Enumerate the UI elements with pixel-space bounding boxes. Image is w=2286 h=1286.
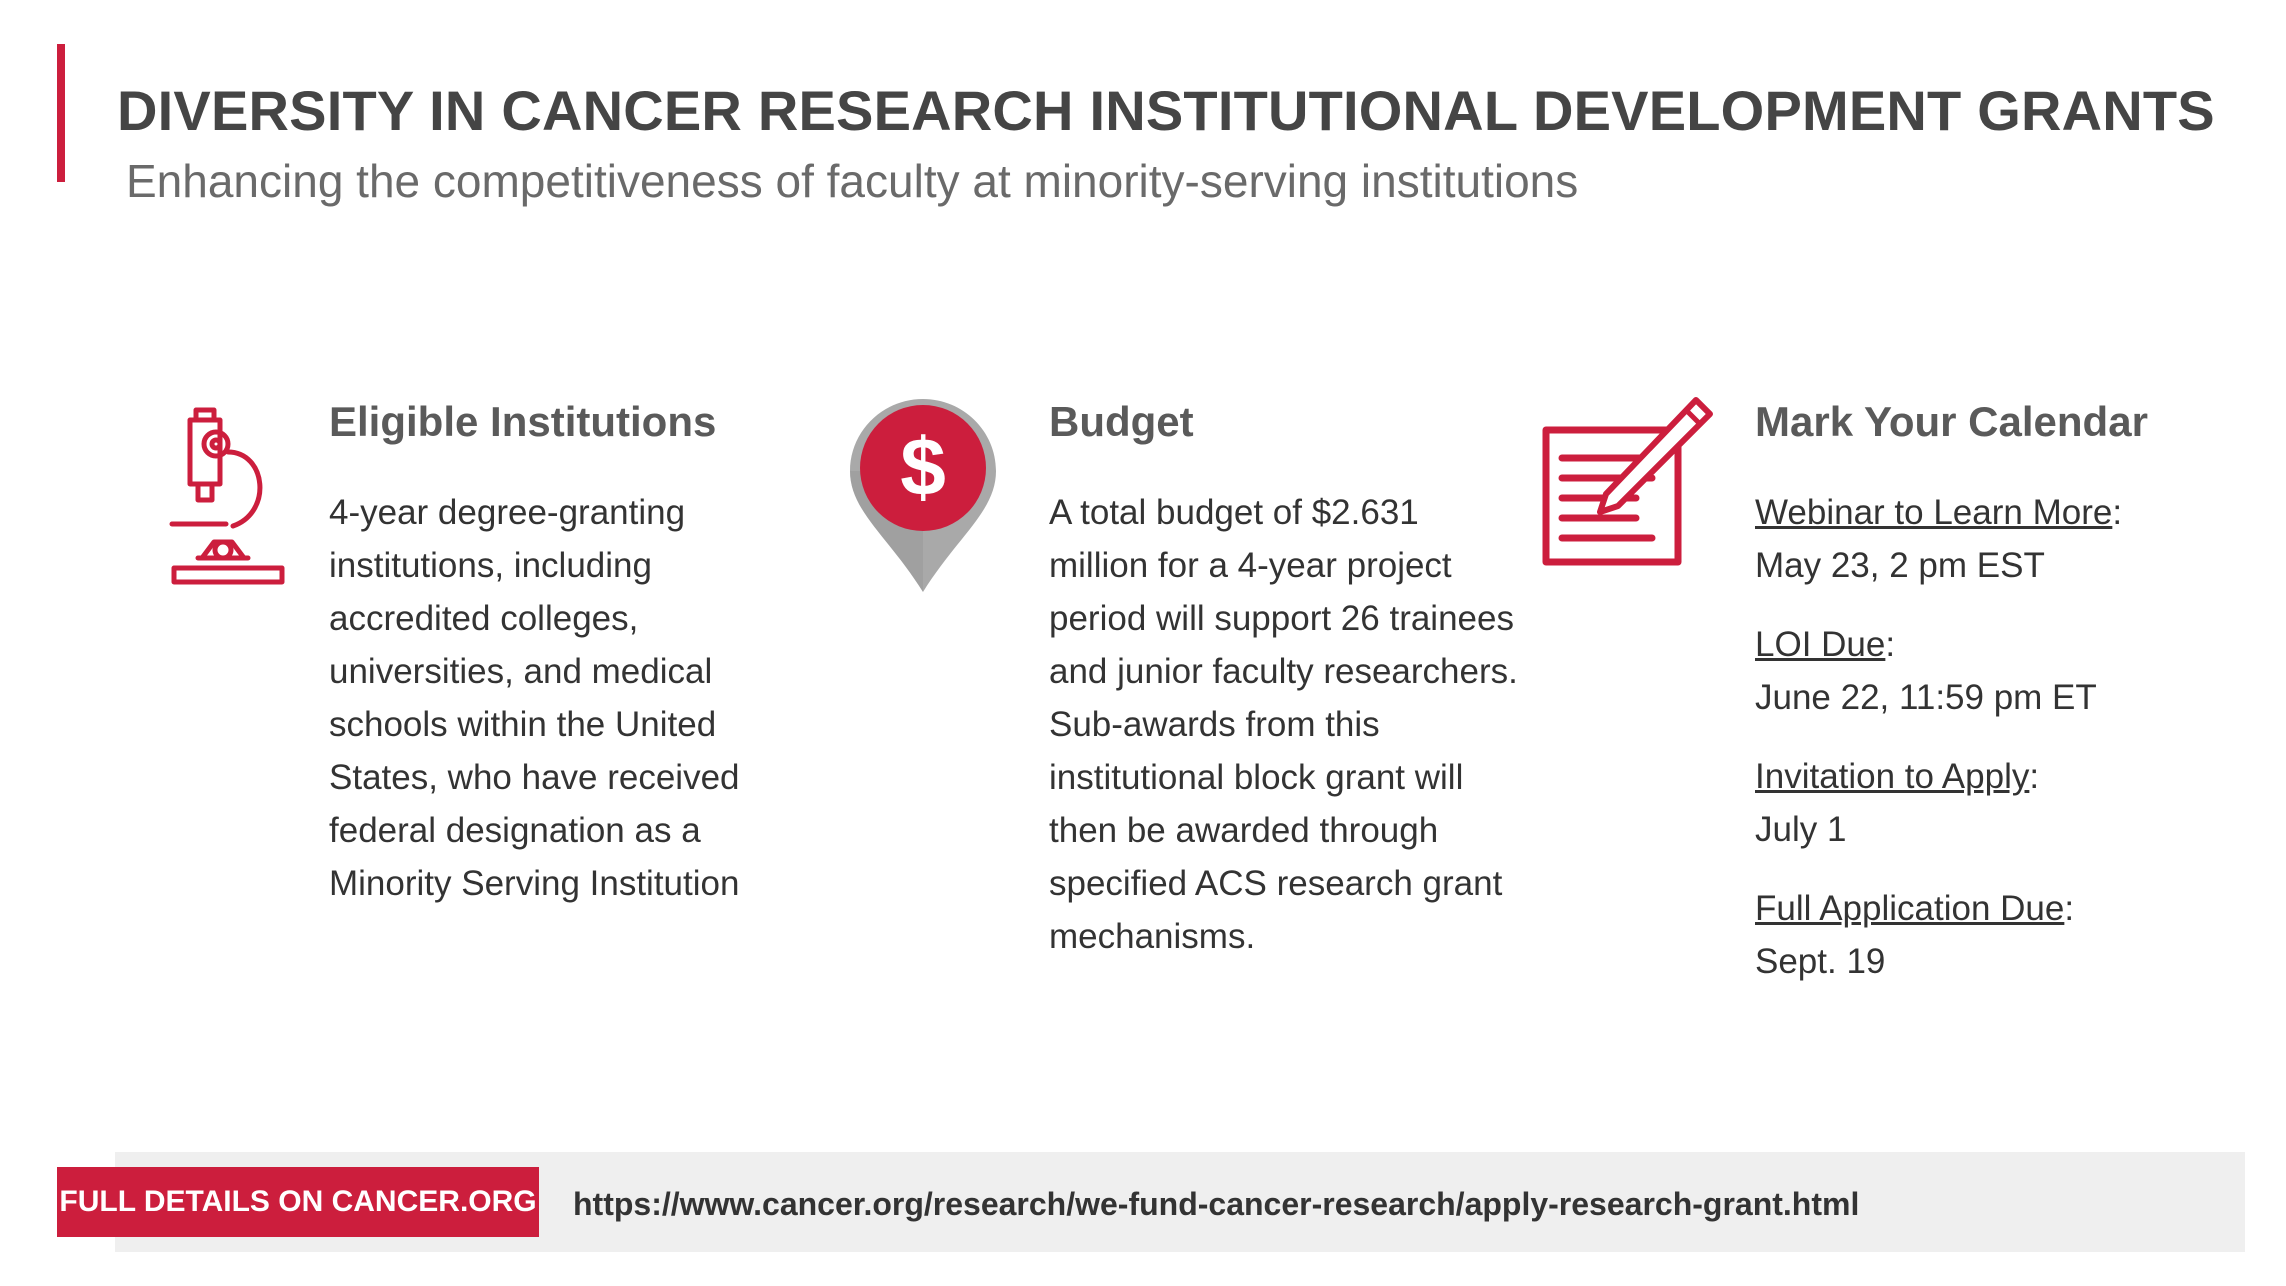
accent-bar: [57, 44, 65, 182]
calendar-event: Invitation to Apply: July 1: [1755, 757, 2040, 849]
full-details-button[interactable]: FULL DETAILS ON CANCER.ORG: [57, 1167, 539, 1237]
calendar-event: LOI Due: June 22, 11:59 pm ET: [1755, 625, 2097, 717]
event-label: Webinar to Learn More: [1755, 493, 2113, 532]
eligible-heading: Eligible Institutions: [329, 398, 717, 445]
footer-url-link[interactable]: https://www.cancer.org/research/we-fund-…: [573, 1186, 1860, 1222]
budget-description: A total budget of $2.631 million for a 4…: [1049, 493, 1518, 956]
event-date: June 22, 11:59 pm ET: [1755, 678, 2097, 717]
budget-heading: Budget: [1049, 398, 1194, 445]
document-pencil-icon: [1540, 394, 1716, 568]
calendar-event-list: Webinar to Learn More: May 23, 2 pm EST L…: [1755, 486, 2235, 1014]
event-date: Sept. 19: [1755, 942, 1886, 981]
event-label: LOI Due: [1755, 625, 1886, 664]
svg-text:$: $: [900, 422, 946, 513]
eligible-description: 4-year degree-granting institutions, inc…: [329, 493, 740, 903]
page-subtitle: Enhancing the competitiveness of faculty…: [126, 155, 1579, 207]
dollar-pin-icon: $: [848, 396, 998, 594]
microscope-icon: [168, 402, 288, 590]
event-label: Full Application Due: [1755, 889, 2065, 928]
event-label: Invitation to Apply: [1755, 757, 2030, 796]
calendar-heading: Mark Your Calendar: [1755, 398, 2148, 445]
calendar-event: Full Application Due: Sept. 19: [1755, 889, 2075, 981]
page-title: DIVERSITY IN CANCER RESEARCH INSTITUTION…: [117, 79, 2215, 142]
event-date: May 23, 2 pm EST: [1755, 546, 2045, 585]
event-date: July 1: [1755, 810, 1847, 849]
calendar-event: Webinar to Learn More: May 23, 2 pm EST: [1755, 493, 2123, 585]
